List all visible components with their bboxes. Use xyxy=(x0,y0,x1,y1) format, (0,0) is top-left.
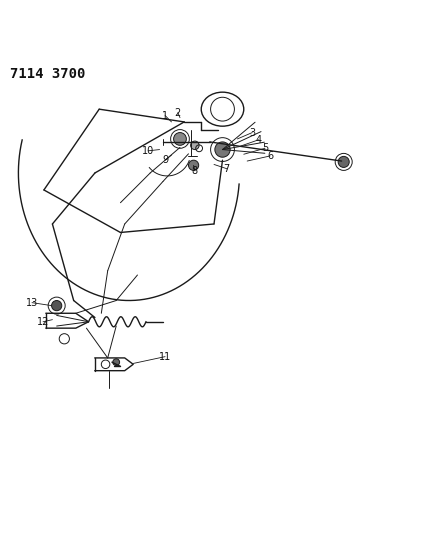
Circle shape xyxy=(188,160,199,171)
Circle shape xyxy=(215,142,230,157)
Text: 12: 12 xyxy=(37,317,49,327)
Text: 3: 3 xyxy=(249,127,256,138)
Text: 9: 9 xyxy=(162,155,168,165)
Text: 7114 3700: 7114 3700 xyxy=(10,67,85,80)
Circle shape xyxy=(51,301,62,311)
Text: 1: 1 xyxy=(162,110,168,120)
Circle shape xyxy=(174,133,186,146)
Circle shape xyxy=(190,141,199,150)
Circle shape xyxy=(338,156,349,167)
Text: 2: 2 xyxy=(175,108,181,118)
Text: 4: 4 xyxy=(256,135,262,145)
Text: 10: 10 xyxy=(142,146,154,156)
Text: 7: 7 xyxy=(224,164,230,174)
Text: 5: 5 xyxy=(262,143,268,154)
Text: 13: 13 xyxy=(26,297,38,308)
Text: 6: 6 xyxy=(267,151,273,161)
Text: 11: 11 xyxy=(159,352,171,362)
Circle shape xyxy=(113,359,119,366)
Text: 8: 8 xyxy=(192,166,198,176)
